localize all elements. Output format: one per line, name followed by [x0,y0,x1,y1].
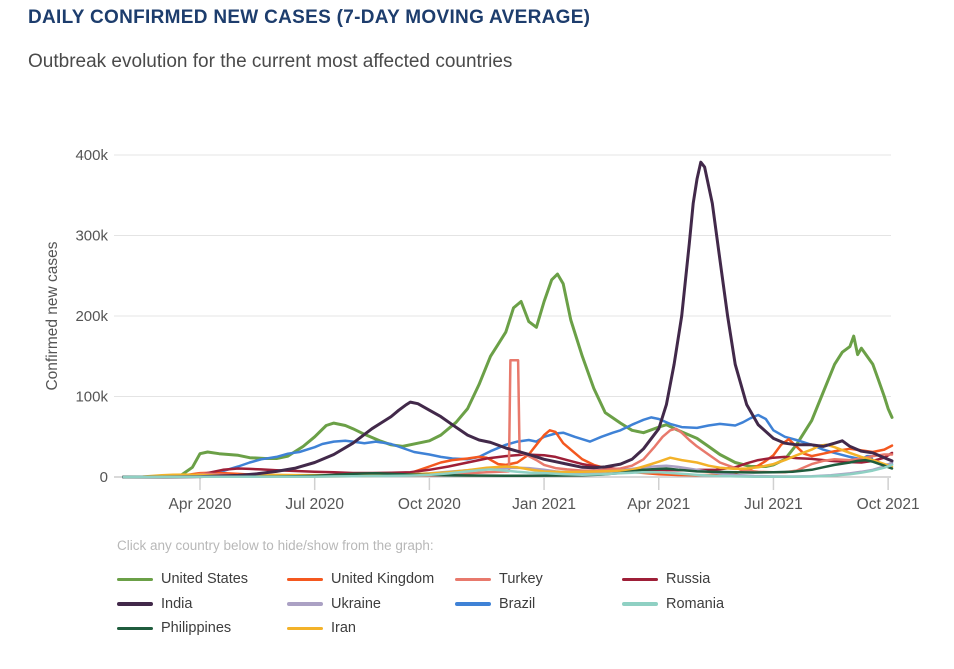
x-tick-label: Jan 2021 [512,496,576,513]
legend-swatch-icon [455,602,491,606]
page-title: DAILY CONFIRMED NEW CASES (7-DAY MOVING … [28,7,591,28]
y-tick-label: 300k [75,228,108,245]
series-line-turkey[interactable] [122,359,894,479]
legend-swatch-icon [117,602,153,606]
legend-swatch-icon [117,626,153,630]
legend-label: Turkey [499,571,543,588]
legend-item-ukraine[interactable]: Ukraine [287,596,455,612]
legend-label: India [161,595,193,612]
series-line-brazil[interactable] [122,413,894,479]
legend-hint: Click any country below to hide/show fro… [117,538,434,553]
legend-label: Ukraine [331,595,381,612]
legend-label: United Kingdom [331,571,435,588]
legend-item-united-kingdom[interactable]: United Kingdom [287,571,455,587]
y-tick-label: 400k [75,147,108,164]
legend-item-united-states[interactable]: United States [117,571,287,587]
legend-item-philippines[interactable]: Philippines [117,620,287,636]
legend-item-india[interactable]: India [117,596,287,612]
series-line-india[interactable] [122,160,894,479]
y-tick-label: 100k [75,389,108,406]
series-line-romania[interactable] [122,463,894,479]
y-tick-label: 0 [100,469,108,486]
page-subtitle: Outbreak evolution for the current most … [28,51,513,72]
x-tick-label: Jul 2020 [285,496,344,513]
legend-swatch-icon [117,577,153,581]
legend-swatch-icon [622,602,658,606]
x-tick-label: Oct 2020 [398,496,461,513]
x-tick-label: Jul 2021 [744,496,803,513]
legend-label: United States [161,571,249,588]
legend-swatch-icon [622,577,658,581]
legend-item-brazil[interactable]: Brazil [455,596,622,612]
line-chart: 0 100k 200k 300k 400k Apr 2020 Jul 2020 Oct 202… [44,147,920,513]
legend-label: Brazil [499,595,536,612]
chart-svg: 0 100k 200k 300k 400k Apr 2020 Jul 2020 Oct 202… [44,147,920,513]
legend-label: Russia [666,571,711,588]
legend-label: Philippines [161,620,232,637]
legend-label: Romania [666,595,725,612]
legend-swatch-icon [287,602,323,606]
legend-item-iran[interactable]: Iran [287,620,455,636]
x-tick-label: Apr 2020 [169,496,232,513]
legend-swatch-icon [287,577,323,581]
legend: United States United Kingdom Turkey Russia I… [117,567,842,641]
legend-item-russia[interactable]: Russia [622,571,842,587]
x-tick-label: Oct 2021 [857,496,920,513]
series-line-united-states[interactable] [122,272,894,479]
legend-item-turkey[interactable]: Turkey [455,571,622,587]
x-tick-label: Apr 2021 [627,496,690,513]
legend-label: Iran [331,620,356,637]
y-tick-label: 200k [75,308,108,325]
legend-item-romania[interactable]: Romania [622,596,842,612]
y-axis-title: Confirmed new cases [44,241,61,390]
legend-swatch-icon [287,626,323,630]
legend-swatch-icon [455,577,491,581]
